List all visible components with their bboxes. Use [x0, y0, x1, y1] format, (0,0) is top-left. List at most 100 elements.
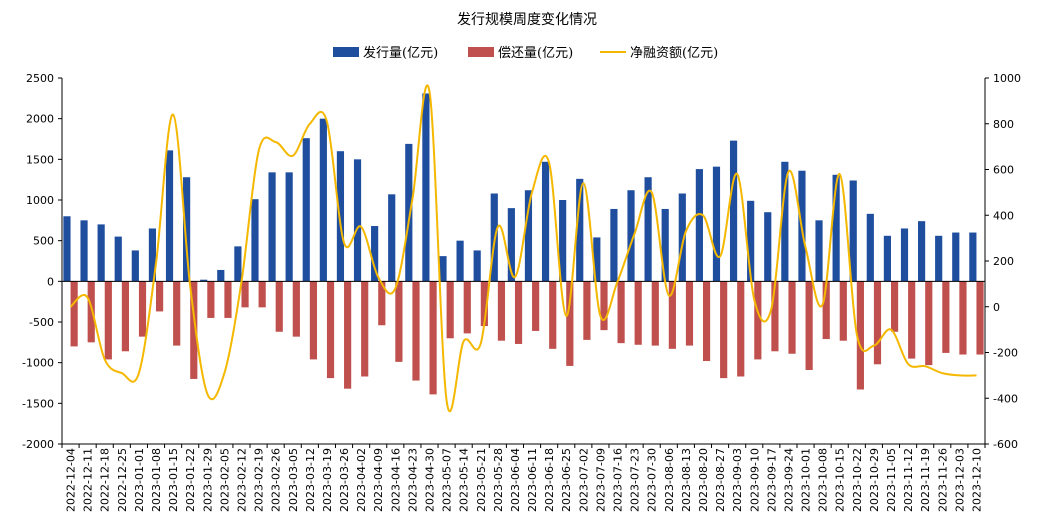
issuance-bar	[63, 216, 71, 282]
issuance-bar	[815, 220, 823, 282]
repayment-bar	[87, 281, 95, 343]
issuance-bar	[439, 256, 447, 282]
x-tick-label: 2023-08-20	[697, 448, 710, 512]
x-tick-label: 2023-12-03	[953, 448, 966, 512]
right-tick-label: 1000	[993, 72, 1021, 85]
x-tick-label: 2023-07-02	[577, 448, 590, 512]
issuance-bar	[917, 221, 926, 282]
x-tick-label: 2022-12-11	[82, 448, 95, 512]
repayment-bar	[326, 281, 335, 379]
issuance-bar	[422, 93, 430, 282]
issuance-bar	[473, 250, 481, 282]
issuance-bar	[627, 190, 635, 282]
x-tick-label: 2023-11-05	[885, 448, 898, 512]
repayment-bar	[549, 281, 557, 349]
issuance-bar	[285, 172, 293, 282]
repayment-bar	[925, 281, 933, 366]
repayment-bar	[600, 281, 608, 331]
issuance-bar	[576, 178, 584, 282]
legend: 发行量(亿元) 偿还量(亿元) 净融资额(亿元)	[333, 45, 718, 61]
repayment-bar	[514, 281, 523, 344]
repayment-bar	[190, 281, 198, 379]
x-tick-label: 2023-06-25	[560, 448, 573, 512]
x-tick-label: 2022-12-18	[99, 448, 112, 512]
repayment-bar	[309, 281, 318, 360]
x-tick-label: 2023-10-22	[851, 448, 864, 512]
issuance-bar	[183, 177, 191, 282]
x-tick-label: 2023-09-03	[731, 448, 744, 512]
repayment-bar	[70, 281, 78, 347]
repayment-bar	[532, 281, 540, 331]
x-tick-label: 2023-04-30	[423, 448, 436, 512]
issuance-bar	[131, 250, 139, 282]
x-axis: 2022-12-04 2022-12-11 2022-12-18 2022-12-25…	[61, 443, 986, 512]
repayment-bar	[959, 281, 967, 355]
left-tick-label: 2000	[26, 113, 54, 126]
issuance-bar	[661, 208, 669, 282]
repayment-bar	[720, 281, 728, 379]
repayment-bar	[497, 281, 506, 341]
x-tick-label: 2023-05-28	[492, 448, 505, 512]
issuance-bar	[935, 235, 943, 282]
x-tick-label: 2023-01-01	[133, 448, 146, 512]
repayment-bar	[156, 281, 164, 312]
repayment-bar	[121, 281, 130, 352]
issuance-bar	[507, 208, 515, 282]
net-financing-line	[69, 84, 977, 413]
x-tick-label: 2023-08-06	[663, 448, 676, 512]
left-y-axis: 2500 2000 1500 1000 500 0 -500 -1000 -1500 -2000	[22, 72, 63, 451]
chart-title: 发行规模周度变化情况	[457, 12, 597, 28]
left-tick-label: -1000	[22, 357, 54, 370]
repayment-bar	[480, 281, 488, 327]
issuance-bar	[781, 161, 789, 282]
issuance-bar	[251, 199, 259, 282]
issuance-bar	[371, 226, 379, 282]
repayment-bar	[754, 281, 762, 360]
x-tick-label: 2022-12-25	[116, 448, 129, 512]
x-tick-label: 2023-09-10	[748, 448, 761, 512]
right-tick-label: 200	[993, 255, 1014, 268]
repayment-bar	[651, 281, 659, 346]
repayment-bar	[138, 281, 147, 337]
repayment-bar	[805, 281, 813, 370]
x-tick-label: 2023-12-10	[970, 448, 983, 512]
repayment-bar	[292, 281, 300, 337]
repayment-bar	[241, 281, 249, 308]
right-tick-label: 0	[993, 301, 1000, 314]
repayment-bar	[224, 281, 232, 318]
issuance-bar	[969, 232, 977, 282]
left-tick-label: -1500	[22, 397, 54, 410]
repayment-bar	[395, 281, 403, 362]
repayment-bar	[583, 281, 591, 340]
x-tick-label: 2023-06-11	[526, 448, 539, 512]
x-tick-label: 2023-01-08	[150, 448, 163, 512]
x-tick-label: 2023-03-19	[321, 448, 334, 512]
issuance-bar	[832, 174, 840, 282]
repayment-bar	[634, 281, 642, 345]
issuance-bar	[405, 143, 413, 282]
x-tick-label: 2023-10-01	[800, 448, 813, 512]
repayment-bar	[344, 281, 352, 389]
net-financing-line-layer	[69, 84, 977, 413]
legend-label-repayment: 偿还量(亿元)	[498, 46, 573, 61]
right-tick-label: 800	[993, 118, 1014, 131]
issuance-bar	[234, 246, 242, 282]
issuance-bar	[900, 228, 909, 282]
left-tick-label: 1500	[26, 153, 54, 166]
issuance-bar	[319, 118, 327, 282]
repayment-bar	[890, 281, 899, 332]
repayment-bar	[737, 281, 745, 377]
x-tick-label: 2023-04-02	[355, 448, 368, 512]
legend-label-net: 净融资额(亿元)	[630, 46, 718, 61]
x-tick-label: 2023-07-16	[612, 448, 625, 512]
x-tick-label: 2023-05-07	[441, 448, 454, 512]
x-tick-label: 2023-09-17	[765, 448, 778, 512]
x-tick-label: 2023-10-15	[834, 448, 847, 512]
repayment-bar	[361, 281, 369, 377]
issuance-bar	[849, 180, 857, 282]
right-tick-label: -200	[993, 347, 1018, 360]
issuance-bar	[712, 166, 721, 282]
legend-item-issuance: 发行量(亿元)	[333, 45, 438, 61]
x-tick-label: 2023-05-21	[475, 448, 488, 512]
